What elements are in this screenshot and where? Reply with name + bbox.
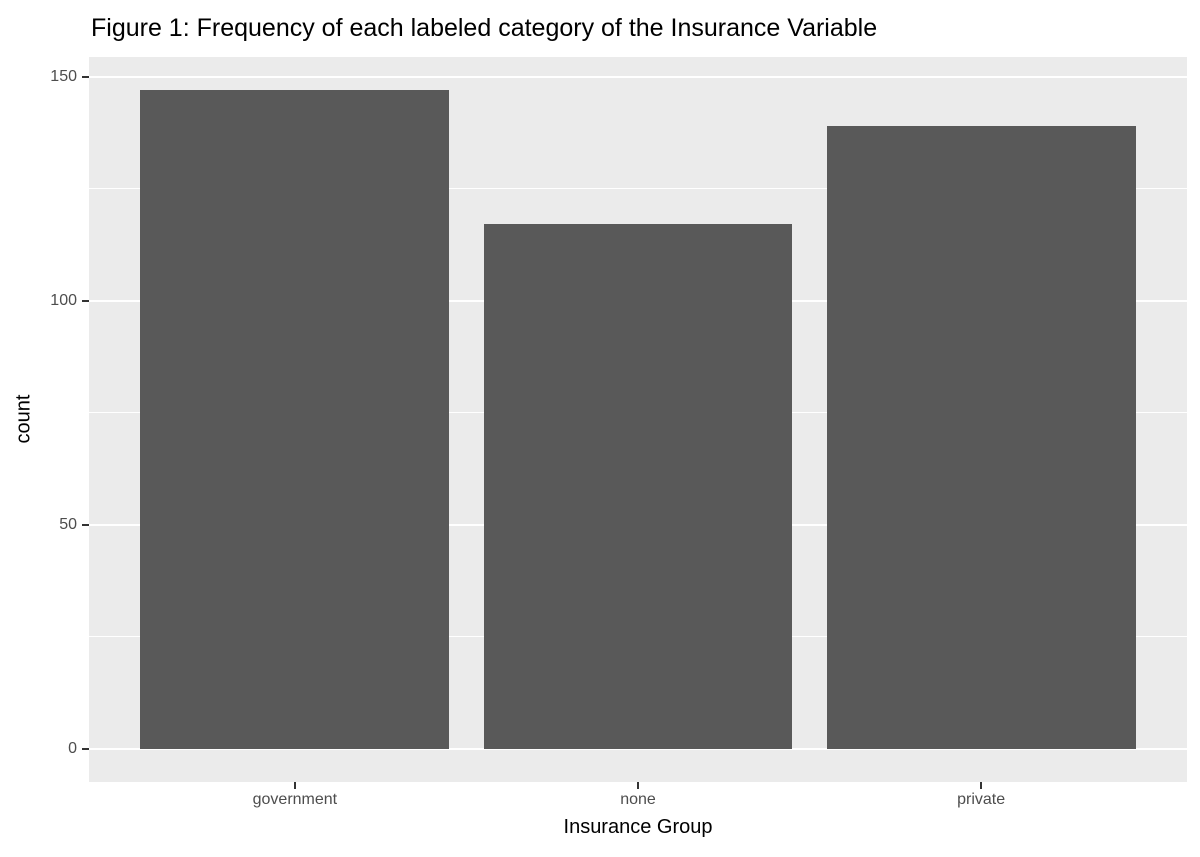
- bar-none: [483, 224, 793, 750]
- x-tick-label: none: [620, 791, 656, 808]
- gridline-minor: [89, 188, 1187, 190]
- x-tick-mark: [293, 782, 296, 789]
- y-tick-label: 150: [50, 67, 77, 85]
- y-tick-label: 0: [68, 740, 77, 758]
- x-tick-label: government: [252, 791, 338, 808]
- y-tick-mark: [82, 523, 89, 526]
- plot-panel: [89, 57, 1187, 782]
- y-tick-mark: [82, 748, 89, 751]
- x-axis-title: Insurance Group: [563, 816, 713, 838]
- bar-government: [140, 89, 450, 750]
- y-tick-mark: [82, 75, 89, 78]
- gridline-major: [89, 75, 1187, 78]
- x-tick-label: private: [957, 791, 1006, 808]
- y-tick-label: 100: [50, 291, 77, 309]
- y-axis-title: count: [12, 394, 35, 444]
- chart-title: Figure 1: Frequency of each labeled cate…: [91, 14, 878, 42]
- bar-private: [826, 125, 1136, 750]
- gridline-major: [89, 748, 1187, 751]
- x-tick-mark: [637, 782, 639, 789]
- y-tick-label: 50: [59, 515, 77, 533]
- x-tick-mark: [980, 782, 983, 789]
- y-tick-mark: [82, 299, 89, 302]
